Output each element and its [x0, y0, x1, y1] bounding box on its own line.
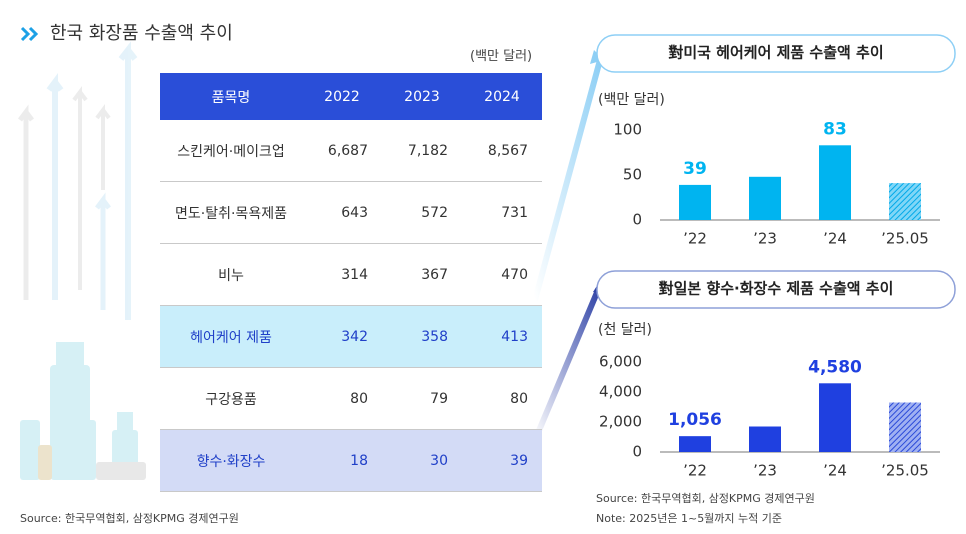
data-label: 39 [683, 159, 707, 179]
x-tick-label: ’22 [683, 230, 707, 248]
cell: 342 [302, 305, 382, 368]
source: Source: 한국무역협회, 삼정KPMG 경제연구원 [20, 512, 239, 525]
bar [749, 426, 781, 452]
table-row: 스킨케어·메이크업 6,687 7,182 8,567 [160, 120, 542, 182]
cell: 18 [302, 429, 382, 492]
x-tick-label: ’24 [823, 230, 847, 248]
cell: 470 [462, 243, 542, 306]
x-tick-label: ’23 [753, 230, 777, 248]
table-row: 비누 314 367 470 [160, 243, 542, 306]
chart-title: 對일본 향수·화장수 제품 수출액 추이 [659, 280, 894, 298]
cell: 면도·탈취·목욕제품 [160, 181, 302, 244]
table-row: 헤어케어 제품 342 358 413 [160, 305, 542, 368]
page-title: 한국 화장품 수출액 추이 [50, 23, 233, 44]
table-row: 면도·탈취·목욕제품 643 572 731 [160, 181, 542, 244]
bar [749, 176, 781, 220]
cell: 79 [382, 367, 462, 430]
y-tick-label: 0 [632, 443, 642, 461]
chart-title: 對미국 헤어케어 제품 수출액 추이 [668, 44, 883, 62]
cell: 비누 [160, 243, 302, 306]
cell: 358 [382, 305, 462, 368]
cell: 30 [382, 429, 462, 492]
bar [889, 183, 921, 220]
cell: 643 [302, 181, 382, 244]
connector-arrow [532, 59, 603, 301]
decor-arrows [18, 41, 138, 320]
x-tick-label: ’25.05 [881, 230, 929, 248]
column-header: 품목명 [160, 73, 302, 120]
cell: 스킨케어·메이크업 [160, 120, 302, 182]
cell: 구강용품 [160, 367, 302, 430]
source: Source: 한국무역협회, 삼정KPMG 경제연구원 [596, 492, 815, 505]
y-tick-label: 0 [632, 211, 642, 229]
column-header: 2023 [382, 73, 462, 120]
bar [679, 184, 711, 220]
data-label: 1,056 [668, 410, 722, 430]
cell: 80 [462, 367, 542, 430]
y-axis-label: (천 달러) [598, 322, 652, 338]
bar [679, 436, 711, 452]
cell: 731 [462, 181, 542, 244]
cell: 314 [302, 243, 382, 306]
table-header: 품목명 2022 2023 2024 [160, 73, 542, 120]
y-tick-label: 6,000 [599, 353, 642, 371]
cell: 향수·화장수 [160, 429, 302, 492]
x-tick-label: ’24 [823, 462, 847, 480]
table-unit: (백만 달러) [470, 49, 533, 64]
column-header: 2024 [462, 73, 542, 120]
cell: 6,687 [302, 120, 382, 182]
title-icon [20, 26, 39, 42]
x-tick-label: ’22 [683, 462, 707, 480]
note: Note: 2025년은 1~5월까지 누적 기준 [596, 512, 783, 525]
x-tick-label: ’23 [753, 462, 777, 480]
chart-title-pill [596, 270, 956, 309]
bar [889, 402, 921, 452]
cell: 7,182 [382, 120, 462, 182]
table-row: 향수·화장수 18 30 39 [160, 429, 542, 492]
cell: 8,567 [462, 120, 542, 182]
y-axis-label: (백만 달러) [598, 92, 665, 108]
chart-title-pill [596, 34, 956, 73]
cell: 39 [462, 429, 542, 492]
cell: 413 [462, 305, 542, 368]
cell: 367 [382, 243, 462, 306]
y-tick-label: 50 [623, 166, 642, 184]
y-tick-label: 100 [613, 121, 642, 139]
connector-arrow [532, 288, 601, 442]
data-label: 4,580 [808, 357, 862, 377]
column-header: 2022 [302, 73, 382, 120]
bar [819, 383, 851, 452]
table-row: 구강용품 80 79 80 [160, 367, 542, 430]
x-tick-label: ’25.05 [881, 462, 929, 480]
cell: 572 [382, 181, 462, 244]
y-tick-label: 4,000 [599, 383, 642, 401]
data-label: 83 [823, 119, 847, 139]
y-tick-label: 2,000 [599, 413, 642, 431]
cell: 헤어케어 제품 [160, 305, 302, 368]
table: 품목명 2022 2023 2024 스킨케어·메이크업 6,687 7,182 8,… [160, 73, 542, 492]
decor-bottles [20, 342, 146, 480]
cell: 80 [302, 367, 382, 430]
bar [819, 145, 851, 220]
